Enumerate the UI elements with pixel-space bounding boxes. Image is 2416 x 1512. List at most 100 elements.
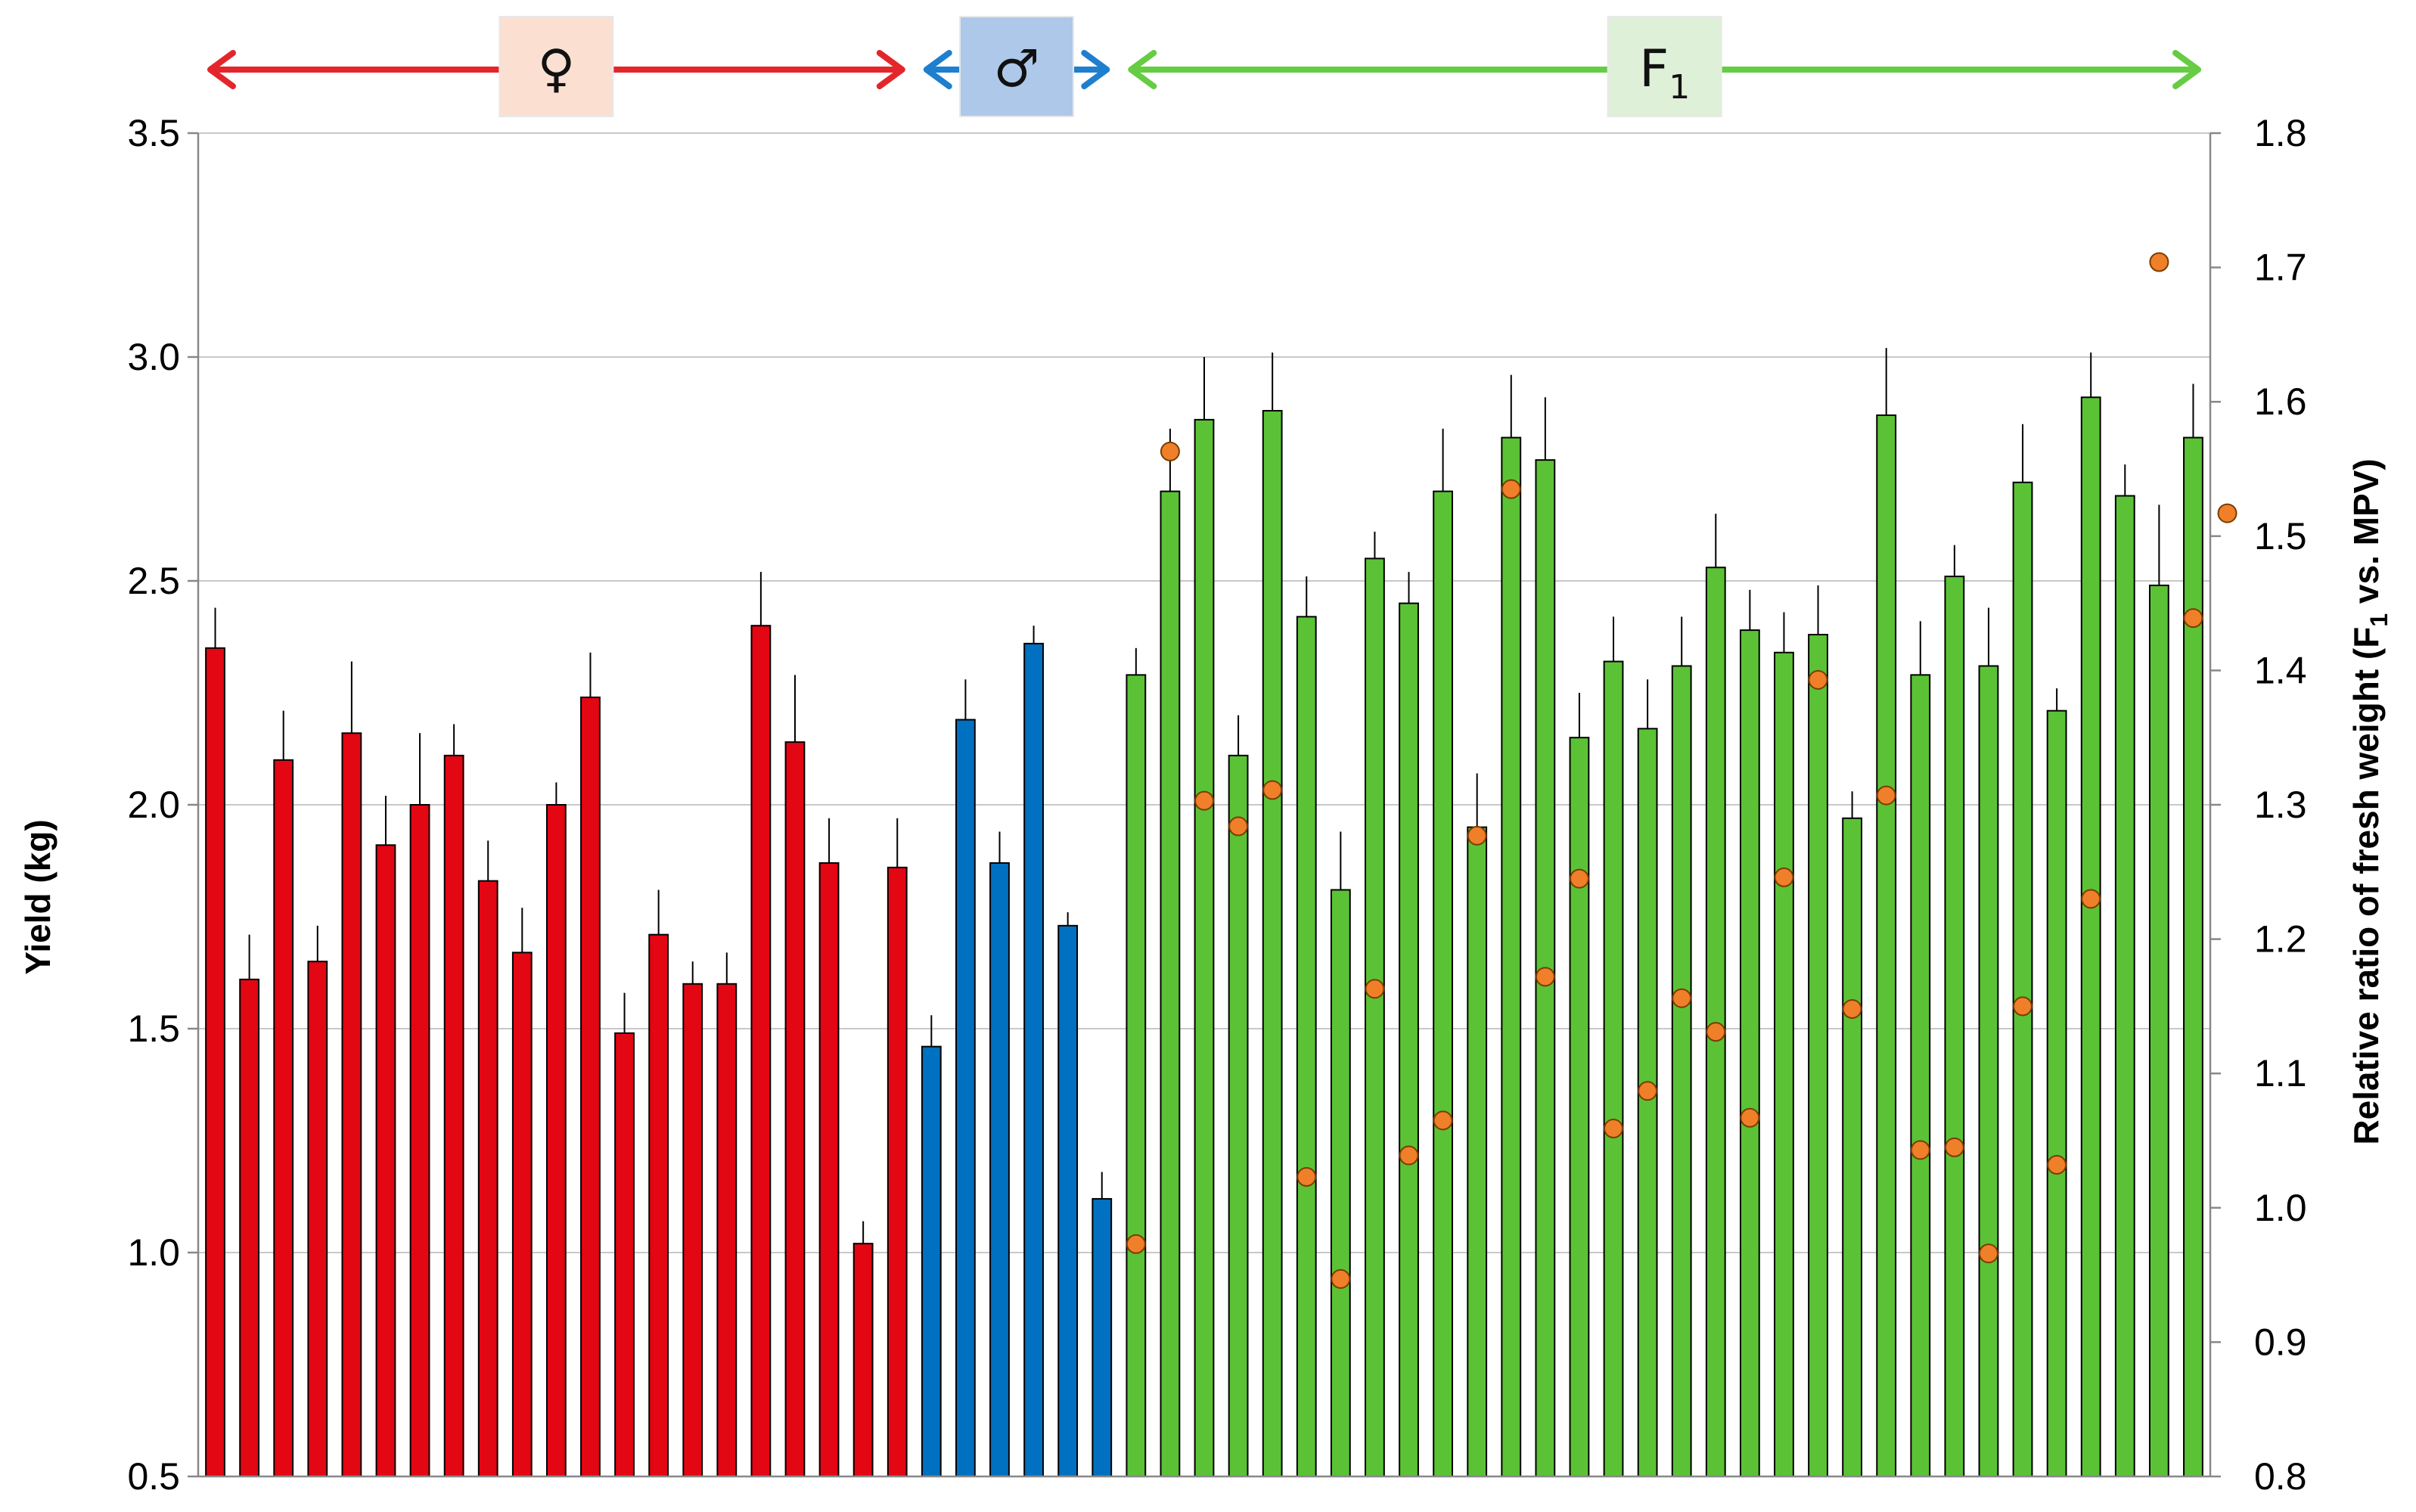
ratio-point: [1262, 780, 1283, 800]
ratio-point: [1433, 1110, 1453, 1131]
ratio-points: [1126, 252, 2237, 1289]
bar: [409, 804, 430, 1477]
ratio-point: [1842, 998, 1862, 1019]
error-bars: [214, 348, 2194, 1244]
bar: [852, 1243, 874, 1478]
bar: [1876, 414, 1897, 1478]
bar: [921, 1045, 942, 1478]
ratio-point: [1569, 868, 1589, 889]
ratio-point: [2013, 996, 2033, 1017]
ratio-point: [2183, 608, 2203, 629]
ratio-point: [1740, 1107, 1760, 1128]
bar: [1569, 737, 1590, 1477]
right-tick-label: 1.8: [2254, 112, 2307, 154]
bar: [1194, 418, 1215, 1477]
group-label: ♀: [537, 39, 575, 99]
bar: [1808, 634, 1828, 1477]
group-arrow-head-right: [1081, 50, 1110, 89]
group-label-box: [498, 16, 614, 117]
group-headers: ♀ ♂ F1: [207, 16, 2201, 117]
bar: [273, 759, 294, 1477]
right-tick-label: 1.0: [2254, 1187, 2307, 1229]
y2-axis-title-prefix: Relative ratio of fresh weight (: [2346, 647, 2386, 1145]
bar: [955, 719, 976, 1477]
bar: [1705, 567, 1726, 1477]
group-label-box: [1607, 16, 1722, 117]
ratio-point: [2149, 252, 2169, 272]
bar: [682, 983, 703, 1478]
ratio-point: [2047, 1154, 2067, 1175]
bar: [1944, 576, 1965, 1478]
bar: [1501, 436, 1522, 1477]
left-tick-label: 1.0: [127, 1231, 180, 1274]
bar: [1978, 665, 1999, 1477]
left-tick-label: 3.5: [127, 112, 180, 154]
bar: [1296, 616, 1317, 1477]
bar: [1603, 660, 1624, 1477]
group-arrow-head-right: [876, 50, 905, 89]
left-tick-label: 0.5: [127, 1455, 180, 1498]
bar: [648, 933, 669, 1478]
bar: [2046, 709, 2067, 1477]
left-tick-label: 3.0: [127, 336, 180, 378]
ratio-point: [1399, 1145, 1419, 1166]
y-axis-title: Yield (kg): [18, 819, 57, 974]
y2-axis-title: Relative ratio of fresh weight (F1 vs. M…: [2346, 458, 2393, 1144]
bar: [750, 625, 772, 1478]
left-tick-label: 2.0: [127, 784, 180, 826]
bar: [1399, 602, 1419, 1477]
ratio-point: [2081, 889, 2101, 909]
left-tick-label: 2.5: [127, 560, 180, 602]
ratio-point: [1706, 1022, 1726, 1042]
bar: [205, 647, 225, 1477]
ratio-point: [1365, 979, 1385, 999]
bar: [545, 804, 567, 1477]
ratio-point: [1467, 825, 1487, 846]
group-arrow-head-left: [1128, 50, 1157, 89]
left-tick-label: 1.5: [127, 1007, 180, 1050]
bar: [887, 866, 908, 1477]
bar: [989, 862, 1010, 1477]
group-label: ♂: [994, 39, 1040, 99]
bar: [2012, 481, 2033, 1477]
group-label: F1: [1639, 39, 1690, 107]
ratio-point: [1535, 967, 1555, 987]
ratio-point: [2217, 503, 2237, 523]
ratio-point: [1672, 988, 1692, 1008]
ratio-point: [1910, 1140, 1930, 1160]
bar: [1023, 642, 1044, 1477]
bar: [341, 732, 362, 1477]
right-tick-label: 1.4: [2254, 649, 2307, 691]
ratio-point: [1331, 1268, 1351, 1289]
bar: [1637, 728, 1658, 1477]
y2-axis-title-suffix: vs. MPV): [2346, 458, 2386, 613]
bar: [784, 741, 806, 1477]
group-label-box: [959, 16, 1075, 117]
bar: [1092, 1197, 1113, 1477]
ratio-point: [1944, 1137, 1964, 1157]
bar: [1467, 826, 1488, 1477]
bar: [239, 978, 260, 1477]
bar: [2080, 396, 2101, 1477]
bar: [307, 961, 328, 1477]
ratio-point: [1297, 1166, 1317, 1187]
right-tick-label: 1.1: [2254, 1052, 2307, 1094]
ratio-point: [1774, 867, 1794, 887]
bar: [511, 952, 533, 1477]
bar: [443, 754, 464, 1477]
ratio-point: [1501, 479, 1521, 499]
bars: [205, 396, 2203, 1478]
bar: [580, 696, 601, 1477]
ratio-point: [1638, 1081, 1658, 1101]
group-arrow-head-right: [2172, 50, 2201, 89]
right-tick-label: 1.5: [2254, 515, 2307, 557]
bar: [1433, 490, 1453, 1477]
right-tick-label: 0.9: [2254, 1321, 2307, 1363]
bar: [614, 1032, 635, 1478]
bar: [2183, 436, 2203, 1477]
ratio-point: [1160, 441, 1180, 461]
bar: [1910, 674, 1931, 1478]
ratio-point: [1604, 1119, 1624, 1139]
bar: [2148, 584, 2169, 1477]
